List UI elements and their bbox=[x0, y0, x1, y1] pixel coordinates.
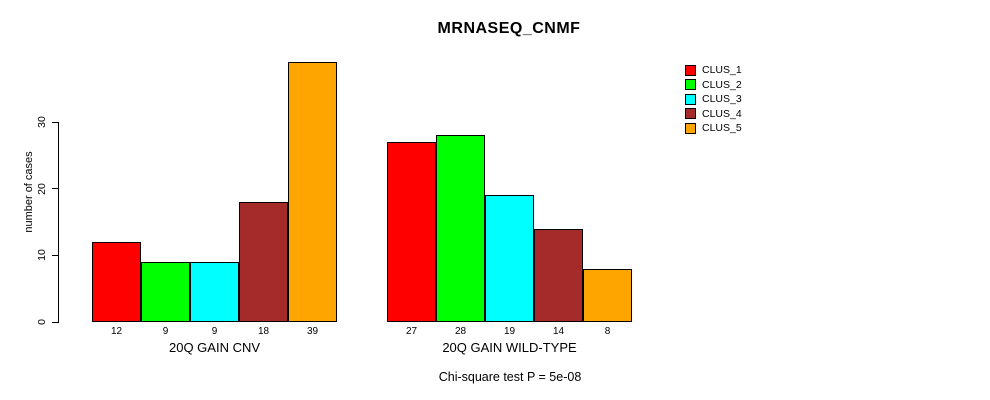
chart-title: MRNASEQ_CNMF bbox=[437, 20, 581, 37]
legend-item: CLUS_3 bbox=[685, 92, 742, 107]
legend-label: CLUS_4 bbox=[702, 107, 742, 120]
bar-clus_3 bbox=[485, 195, 534, 322]
bar-value-label: 19 bbox=[503, 326, 516, 337]
legend-item: CLUS_2 bbox=[685, 78, 742, 93]
y-tick-label: 20 bbox=[36, 182, 48, 195]
y-tick-label: 30 bbox=[36, 116, 48, 128]
group-label: 20Q GAIN WILD-TYPE bbox=[442, 340, 577, 355]
bar-clus_2 bbox=[436, 135, 485, 322]
y-tick-label: 0 bbox=[36, 319, 48, 325]
y-tick-label: 10 bbox=[36, 249, 48, 262]
bar-value-label: 39 bbox=[306, 326, 319, 337]
y-tick bbox=[52, 188, 59, 190]
bar-value-label: 14 bbox=[552, 326, 565, 337]
bar-clus_5 bbox=[583, 268, 632, 322]
bar-clus_3 bbox=[190, 262, 239, 322]
legend-swatch bbox=[685, 93, 696, 105]
legend-label: CLUS_3 bbox=[702, 93, 742, 106]
legend-item: CLUS_1 bbox=[685, 63, 742, 78]
bar-value-label: 27 bbox=[405, 326, 418, 337]
bar-clus_1 bbox=[92, 242, 141, 322]
group-label: 20Q GAIN CNV bbox=[168, 340, 261, 355]
bar-value-label: 9 bbox=[211, 326, 218, 337]
chi-square-annotation: Chi-square test P = 5e-08 bbox=[438, 370, 582, 384]
bar-clus_5 bbox=[288, 62, 337, 322]
legend-item: CLUS_5 bbox=[685, 121, 742, 136]
bar-value-label: 18 bbox=[257, 326, 270, 337]
legend-swatch bbox=[685, 108, 696, 120]
bar-value-label: 12 bbox=[110, 326, 123, 337]
bar-clus_2 bbox=[141, 262, 190, 322]
bar-clus_1 bbox=[387, 142, 436, 322]
y-tick bbox=[52, 121, 59, 123]
legend-item: CLUS_4 bbox=[685, 107, 742, 122]
bar-clus_4 bbox=[534, 228, 583, 322]
legend-swatch bbox=[685, 122, 696, 134]
bar-value-label: 8 bbox=[604, 326, 611, 337]
bar-value-label: 9 bbox=[162, 326, 169, 337]
legend-label: CLUS_5 bbox=[702, 122, 742, 135]
legend: CLUS_1 CLUS_2 CLUS_3 CLUS_4 CLUS_5 bbox=[685, 63, 742, 136]
legend-label: CLUS_1 bbox=[702, 64, 742, 77]
legend-swatch bbox=[685, 64, 696, 76]
y-axis-label: number of cases bbox=[23, 151, 35, 233]
y-tick bbox=[52, 321, 59, 323]
legend-swatch bbox=[685, 79, 696, 91]
y-axis-line bbox=[58, 122, 59, 323]
bar-clus_4 bbox=[239, 202, 288, 322]
legend-label: CLUS_2 bbox=[702, 78, 742, 91]
y-tick bbox=[52, 254, 59, 256]
bar-value-label: 28 bbox=[454, 326, 467, 337]
